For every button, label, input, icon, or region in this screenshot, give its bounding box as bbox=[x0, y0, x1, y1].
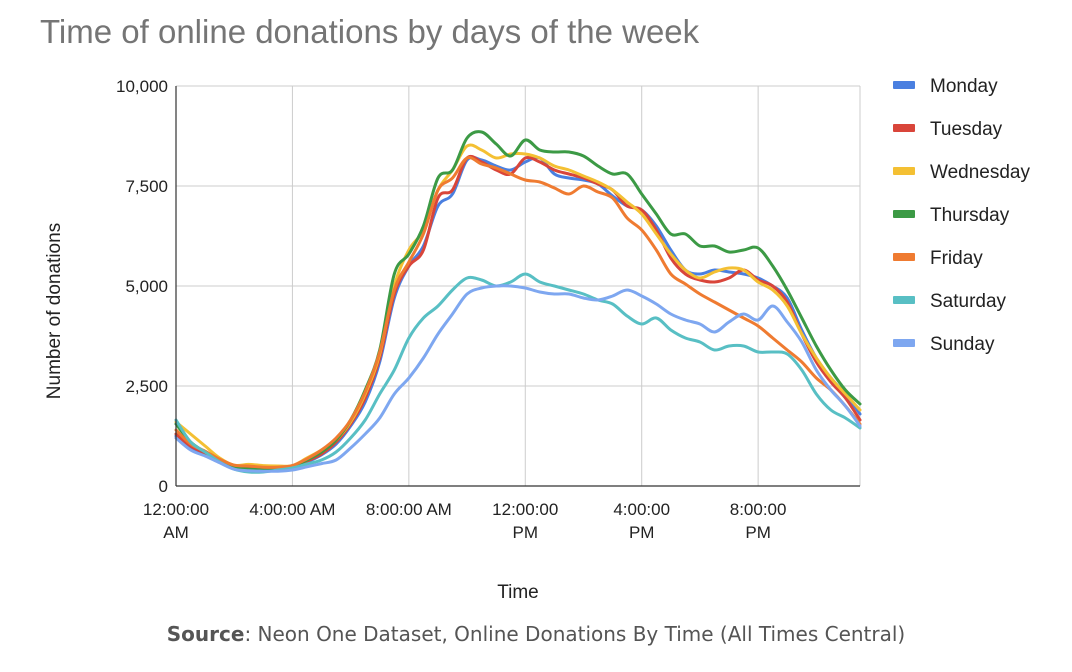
series-line-monday bbox=[174, 155, 862, 471]
x-tick-label: 4:00:00 PM bbox=[613, 500, 670, 542]
legend-label-saturday: Saturday bbox=[930, 291, 1007, 312]
legend-label-tuesday: Tuesday bbox=[930, 119, 1003, 140]
legend-swatch-friday bbox=[893, 253, 915, 261]
legend-label-thursday: Thursday bbox=[930, 205, 1010, 226]
legend-swatch-tuesday bbox=[893, 124, 915, 132]
source-caption: Source: Neon One Dataset, Online Donatio… bbox=[0, 622, 1072, 646]
line-chart: Time of online donations by days of the … bbox=[40, 13, 1030, 603]
axes: 0 2,500 5,000 7,500 10,000 12:00:00 AM 4:00:00 … bbox=[116, 77, 860, 542]
legend-swatch-monday bbox=[893, 81, 915, 89]
x-tick-label: 12:00:00 AM bbox=[143, 500, 209, 542]
legend-swatch-thursday bbox=[893, 210, 915, 218]
series-line-wednesday bbox=[174, 143, 862, 468]
legend-label-sunday: Sunday bbox=[930, 334, 995, 355]
source-text: : Neon One Dataset, Online Donations By … bbox=[244, 622, 906, 646]
series-line-sunday bbox=[174, 284, 862, 473]
y-axis-title: Number of donations bbox=[44, 223, 65, 399]
series-line-tuesday bbox=[174, 154, 862, 470]
legend-swatch-sunday bbox=[893, 339, 915, 347]
legend-label-friday: Friday bbox=[930, 248, 983, 269]
series-line-thursday bbox=[174, 130, 862, 471]
legend-swatch-saturday bbox=[893, 296, 915, 304]
y-tick-label: 5,000 bbox=[125, 277, 168, 296]
series-line-saturday bbox=[174, 272, 862, 474]
y-tick-label: 7,500 bbox=[125, 177, 168, 196]
y-tick-label: 2,500 bbox=[125, 377, 168, 396]
x-axis-title: Time bbox=[497, 582, 539, 603]
x-tick-label: 12:00:00 PM bbox=[492, 500, 558, 542]
legend-swatch-wednesday bbox=[893, 167, 915, 175]
x-tick-label: 8:00:00 PM bbox=[730, 500, 787, 542]
chart-title: Time of online donations by days of the … bbox=[40, 13, 700, 50]
series-line-friday bbox=[174, 156, 862, 469]
x-tick-label: 4:00:00 AM bbox=[249, 500, 335, 519]
legend-label-wednesday: Wednesday bbox=[930, 162, 1030, 183]
legend: Monday Tuesday Wednesday Thursday Friday Satu… bbox=[893, 76, 1030, 355]
source-label: Source bbox=[166, 622, 245, 646]
y-tick-label: 0 bbox=[159, 477, 168, 496]
x-tick-label: 8:00:00 AM bbox=[366, 500, 452, 519]
series-lines bbox=[174, 130, 862, 474]
y-tick-label: 10,000 bbox=[116, 77, 168, 96]
legend-label-monday: Monday bbox=[930, 76, 998, 97]
